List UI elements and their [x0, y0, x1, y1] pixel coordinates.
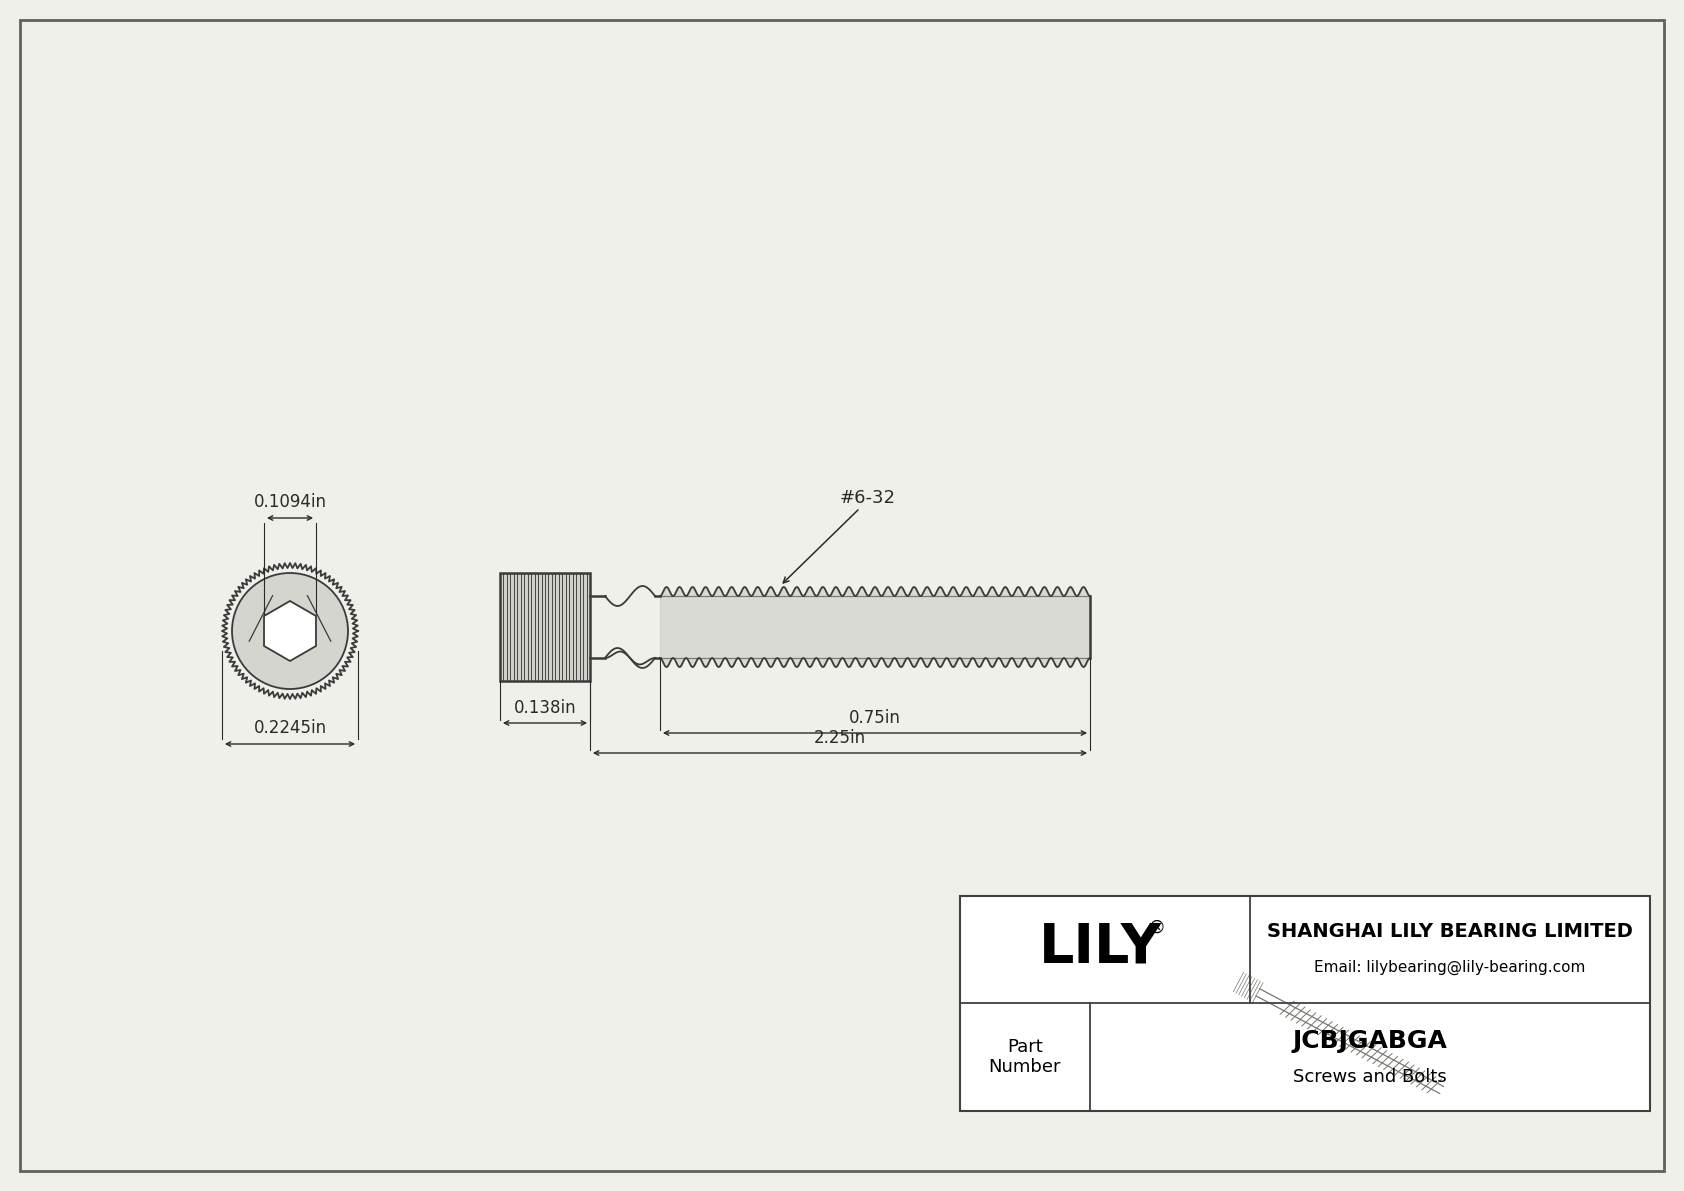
Bar [500, 573, 589, 681]
Text: LILY: LILY [1039, 921, 1162, 974]
Text: Email: lilybearing@lily-bearing.com: Email: lilybearing@lily-bearing.com [1314, 960, 1586, 975]
Text: 0.1094in: 0.1094in [254, 493, 327, 511]
Text: 0.138in: 0.138in [514, 699, 576, 717]
Text: ®: ® [1148, 918, 1165, 936]
Text: Screws and Bolts: Screws and Bolts [1293, 1068, 1447, 1086]
Text: JCBJGABGA: JCBJGABGA [1293, 1029, 1448, 1053]
Text: 0.75in: 0.75in [849, 709, 901, 727]
Polygon shape [1233, 972, 1263, 1002]
Text: #6-32: #6-32 [840, 490, 896, 507]
Text: 0.2245in: 0.2245in [253, 719, 327, 737]
Polygon shape [264, 601, 317, 661]
Text: SHANGHAI LILY BEARING LIMITED: SHANGHAI LILY BEARING LIMITED [1266, 922, 1633, 941]
Circle shape [232, 573, 349, 690]
Text: 2.25in: 2.25in [813, 729, 866, 747]
Text: Part
Number: Part Number [989, 1037, 1061, 1077]
Bar [960, 896, 1650, 1111]
